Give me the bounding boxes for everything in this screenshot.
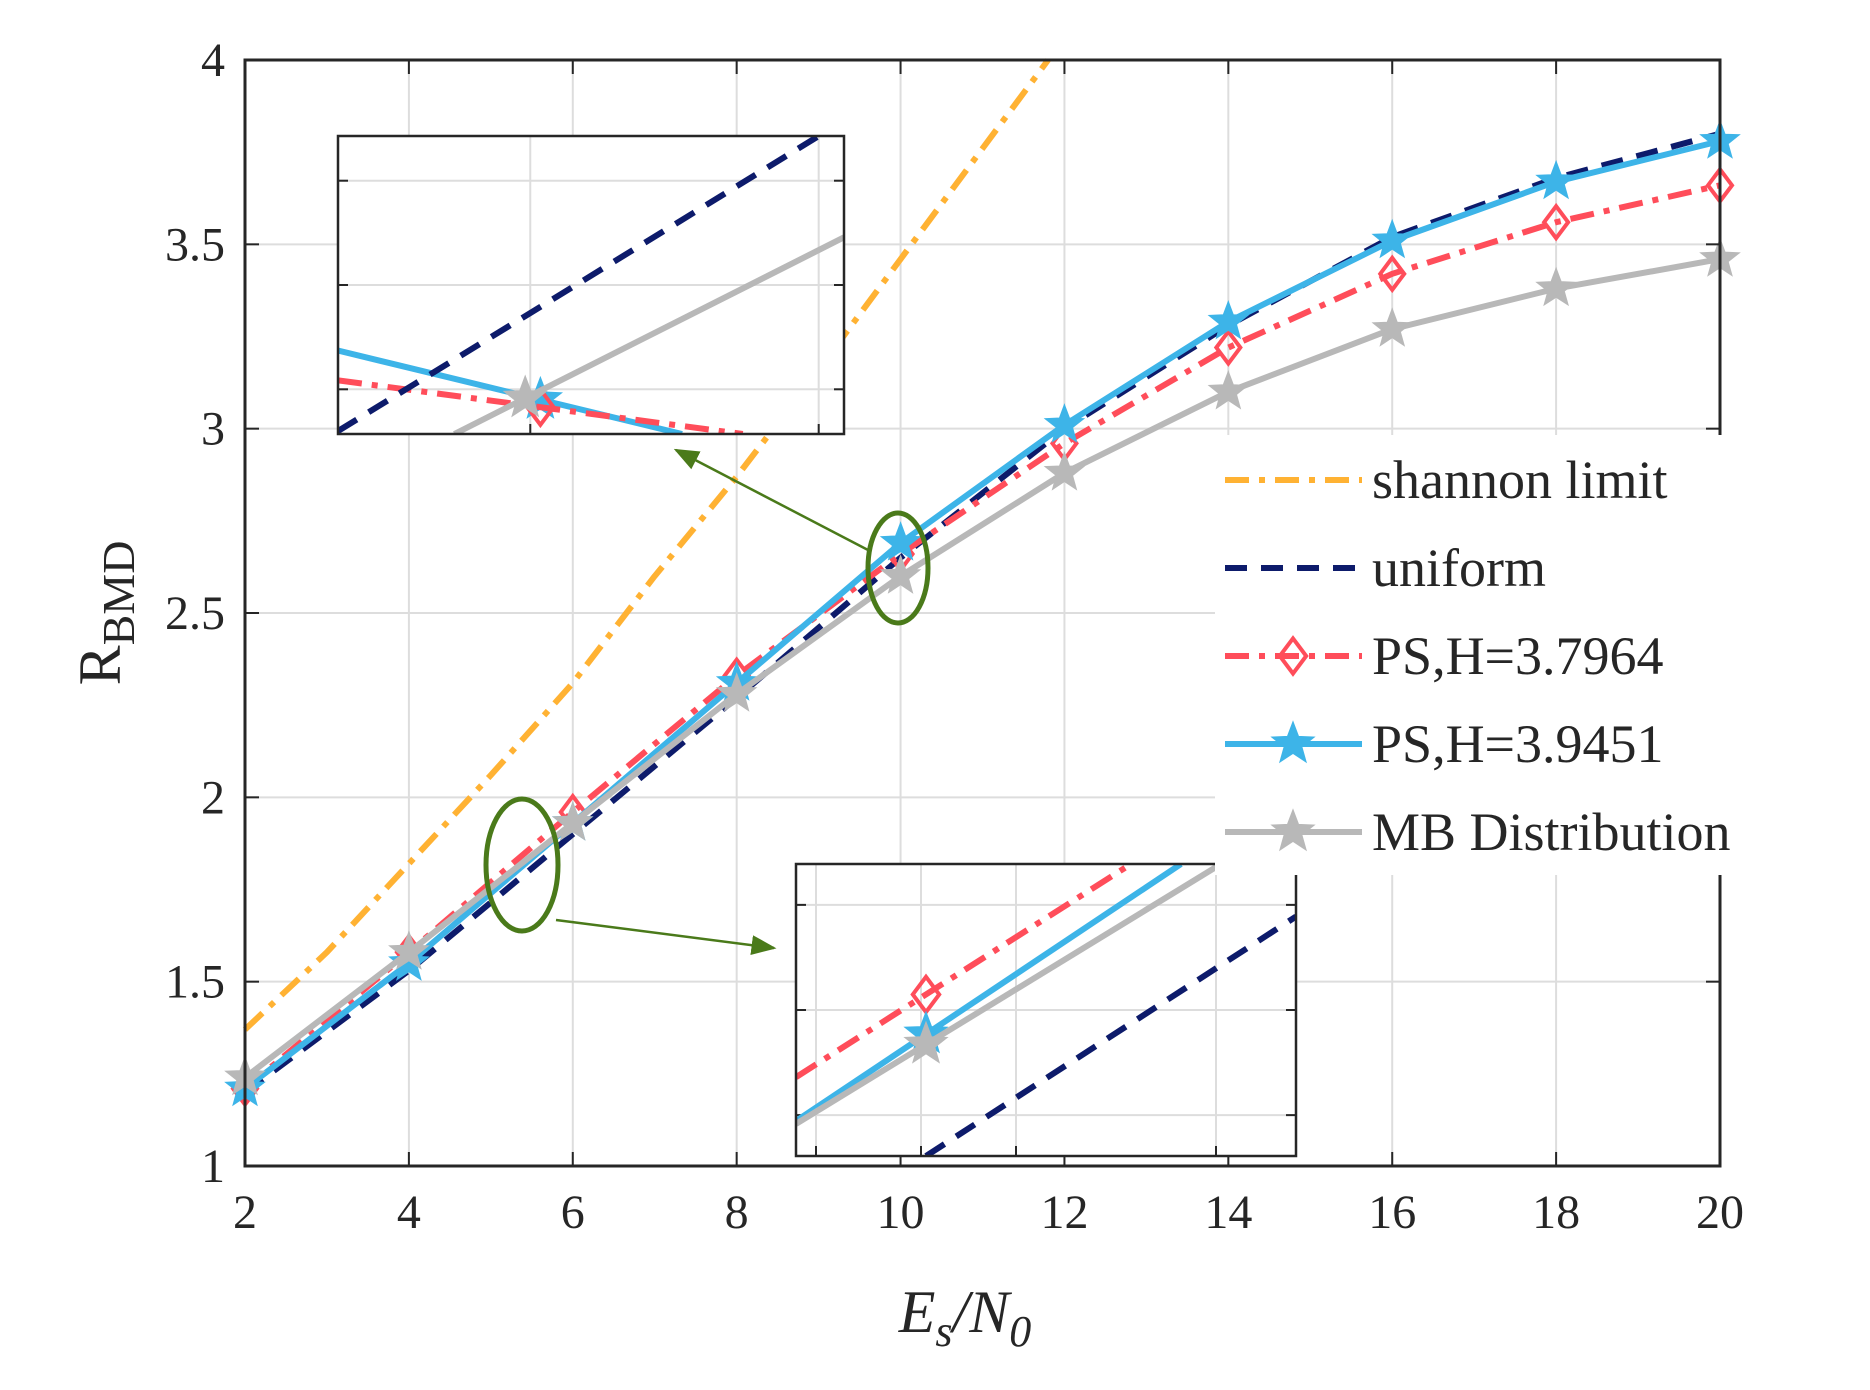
- series-line: [243, 130, 1721, 1095]
- legend-label: MB Distribution: [1372, 802, 1731, 862]
- legend-label: PS,H=3.7964: [1372, 626, 1664, 686]
- y-tick-label: 2: [201, 771, 225, 824]
- x-tick-label: 20: [1696, 1186, 1744, 1239]
- series-MB Distribution: [224, 237, 1741, 1096]
- zoom-arrow: [555, 918, 777, 956]
- x-tick-label: 18: [1532, 1186, 1580, 1239]
- legend-background: [1215, 435, 1855, 875]
- data-point: [551, 801, 594, 841]
- y-axis-title: RBMD: [67, 541, 144, 686]
- legend: shannon limit uniform PS,H=3.7964 PS,H=3.94…: [1225, 450, 1731, 862]
- legend-item: uniform: [1225, 538, 1546, 598]
- data-point: [1535, 266, 1577, 307]
- zoom-ellipse: [865, 510, 931, 626]
- inset-content: [338, 136, 844, 434]
- y-tick-label: 1: [201, 1140, 225, 1193]
- inset-bottom: [794, 862, 1298, 1158]
- x-tick-label: 12: [1040, 1186, 1088, 1239]
- data-point: [1207, 369, 1250, 410]
- x-tick-label: 6: [561, 1186, 585, 1239]
- data-point: [715, 672, 758, 712]
- legend-marker: [1277, 635, 1309, 677]
- data-point: [879, 554, 922, 594]
- y-tick-label: 1.5: [165, 956, 225, 1009]
- data-point: [1371, 218, 1414, 259]
- y-tick-label: 4: [201, 34, 225, 87]
- inset-marker: [903, 1020, 949, 1064]
- data-point: [879, 521, 922, 561]
- x-axis-title-slash: /N: [950, 1279, 1013, 1345]
- series-line: [243, 182, 1721, 1091]
- legend-label: uniform: [1372, 538, 1546, 598]
- legend-label: shannon limit: [1372, 450, 1668, 510]
- legend-marker: [1270, 808, 1316, 852]
- legend-item: PS,H=3.9451: [1225, 714, 1664, 774]
- y-tick-label: 3: [201, 403, 225, 456]
- y-tick-label: 3.5: [165, 218, 225, 271]
- data-point: [1541, 202, 1571, 242]
- x-axis-title-sub1: s: [935, 1307, 952, 1356]
- legend-item: PS,H=3.7964: [1225, 626, 1664, 686]
- data-point: [1535, 159, 1577, 200]
- x-tick-label: 8: [725, 1186, 749, 1239]
- legend-label: PS,H=3.9451: [1372, 714, 1664, 774]
- zoom-ellipse: [483, 796, 561, 934]
- inset-line-PS,H=3.9451: [796, 864, 1183, 1124]
- data-point: [1043, 451, 1086, 491]
- zoom-arrow: [673, 448, 869, 552]
- data-point: [1043, 403, 1086, 443]
- data-point: [388, 941, 430, 981]
- inset-marker: [502, 374, 548, 418]
- x-axis-title-sub2: 0: [1009, 1307, 1031, 1356]
- series-layer: [224, 58, 1741, 1108]
- x-tick-label: 2: [233, 1186, 257, 1239]
- data-point: [1207, 299, 1250, 340]
- series-shannon limit: [242, 58, 1051, 1032]
- y-axis-title-main: R: [67, 645, 133, 685]
- inset-frame: [336, 134, 846, 436]
- inset-frame: [794, 862, 1298, 1158]
- legend-item: MB Distribution: [1225, 802, 1731, 862]
- zoom-annotations: [483, 448, 931, 956]
- x-tick-label: 4: [397, 1186, 421, 1239]
- inset-line-uniform: [924, 914, 1296, 1156]
- data-point: [1377, 254, 1407, 294]
- y-tick-label: 2.5: [165, 587, 225, 640]
- x-axis-title-main: E: [898, 1279, 936, 1345]
- inset-top: [336, 134, 846, 436]
- series-line: [242, 58, 1051, 1032]
- legend-item: shannon limit: [1225, 450, 1668, 510]
- data-point: [1371, 307, 1414, 347]
- data-point: [388, 930, 430, 970]
- x-tick-label: 14: [1204, 1186, 1252, 1239]
- y-axis-title-sub: BMD: [93, 541, 144, 646]
- inset-line-MB Distribution: [796, 864, 1223, 1127]
- inset-line-PS,H=3.7964: [796, 864, 1133, 1080]
- series-line: [243, 256, 1721, 1080]
- x-tick-label: 16: [1368, 1186, 1416, 1239]
- axis-ticks: 2 4 6 8 10 12 14 16 18 20 1 1.5 2 2.5 3 3.5 4: [165, 34, 1744, 1239]
- inset-content: [796, 864, 1296, 1156]
- x-tick-label: 10: [877, 1186, 925, 1239]
- inset-line-uniform: [338, 136, 821, 434]
- x-axis-title: Es/N0: [898, 1279, 1031, 1356]
- data-point: [1213, 328, 1243, 367]
- legend-marker: [1270, 720, 1316, 764]
- series-uniform: [243, 130, 1721, 1095]
